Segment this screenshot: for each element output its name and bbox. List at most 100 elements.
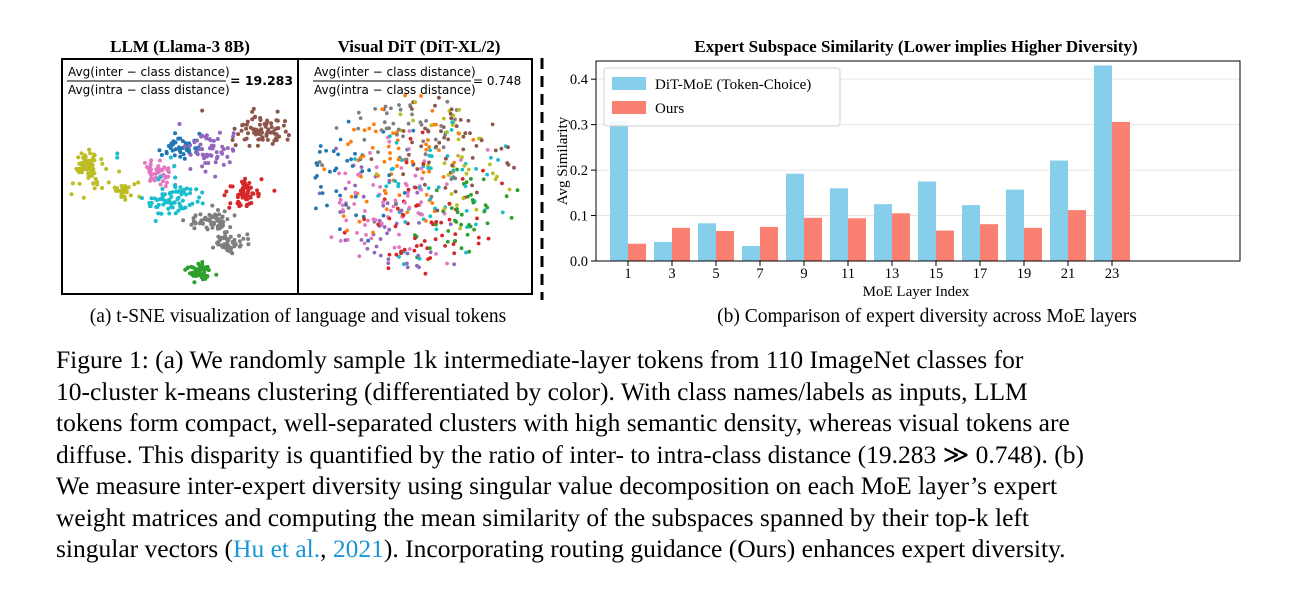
tsne-point bbox=[358, 156, 363, 160]
tsne-point bbox=[372, 122, 376, 127]
y-tick-label: 0.1 bbox=[570, 209, 588, 225]
tsne-point bbox=[462, 163, 467, 168]
tsne-point bbox=[418, 120, 423, 125]
tsne-point bbox=[325, 203, 329, 208]
tsne-point bbox=[216, 208, 220, 212]
tsne-point bbox=[115, 155, 120, 160]
x-tick-label: 11 bbox=[841, 266, 855, 282]
tsne-point bbox=[411, 118, 415, 123]
citation-year-link[interactable]: 2021 bbox=[332, 534, 384, 563]
tsne-point bbox=[140, 196, 144, 201]
tsne-point bbox=[402, 191, 407, 195]
tsne-point bbox=[178, 136, 183, 141]
tsne-point bbox=[395, 164, 399, 168]
tsne-point bbox=[265, 118, 270, 123]
tsne-point bbox=[249, 201, 254, 205]
tsne-point bbox=[272, 188, 277, 193]
tsne-point bbox=[363, 209, 367, 213]
tsne-point bbox=[230, 251, 235, 256]
tsne-point bbox=[451, 168, 456, 173]
tsne-point bbox=[353, 157, 357, 161]
tsne-point bbox=[334, 146, 338, 151]
tsne-point bbox=[353, 151, 357, 156]
tsne-point bbox=[470, 183, 474, 188]
tsne-point bbox=[434, 220, 439, 224]
tsne-point bbox=[376, 222, 381, 227]
tsne-point bbox=[397, 193, 402, 198]
tsne-point bbox=[191, 265, 196, 270]
tsne-point bbox=[218, 221, 222, 226]
citation-author-link[interactable]: Hu et al. bbox=[233, 534, 321, 563]
tsne-point bbox=[167, 211, 172, 216]
tsne-point bbox=[428, 214, 433, 219]
tsne-point bbox=[421, 162, 426, 166]
tsne-point bbox=[397, 232, 401, 237]
tsne-point bbox=[504, 194, 509, 199]
tsne-point bbox=[356, 172, 360, 177]
tsne-point bbox=[69, 192, 74, 197]
bar-dit-moe bbox=[918, 181, 936, 261]
tsne-point bbox=[244, 122, 249, 127]
tsne-point bbox=[382, 159, 387, 164]
x-tick-label: 9 bbox=[800, 266, 807, 282]
tsne-point bbox=[407, 205, 412, 210]
tsne-point bbox=[229, 246, 234, 250]
tsne-point bbox=[159, 153, 164, 157]
tsne-point bbox=[450, 120, 454, 125]
tsne-point bbox=[163, 175, 168, 180]
tsne-point bbox=[413, 100, 418, 105]
tsne-point bbox=[91, 157, 96, 162]
tsne-point bbox=[374, 172, 379, 177]
tsne-point bbox=[214, 272, 219, 277]
x-tick-label: 19 bbox=[1017, 266, 1032, 282]
tsne-point bbox=[283, 119, 287, 124]
caption-line-last: singular vectors (Hu et al., 2021). Inco… bbox=[56, 533, 1241, 565]
tsne-point bbox=[439, 220, 444, 225]
tsne-point bbox=[225, 154, 230, 159]
tsne-point bbox=[214, 156, 219, 161]
tsne-point bbox=[396, 157, 401, 162]
y-tick-label: 0.4 bbox=[570, 72, 589, 88]
tsne-point bbox=[452, 262, 456, 267]
tsne-point bbox=[476, 241, 481, 246]
tsne-point bbox=[314, 206, 318, 211]
tsne-point bbox=[95, 182, 100, 187]
tsne-point bbox=[203, 169, 208, 174]
tsne-point bbox=[214, 150, 219, 155]
tsne-point bbox=[468, 131, 472, 136]
tsne-point bbox=[385, 201, 390, 206]
tsne-point bbox=[384, 126, 389, 131]
figure-caption: Figure 1: (a) We randomly sample 1k inte… bbox=[56, 344, 1241, 565]
tsne-point bbox=[200, 262, 205, 267]
tsne-point bbox=[163, 184, 168, 189]
tsne-point bbox=[416, 253, 421, 258]
caption-line: weight matrices and computing the mean s… bbox=[56, 502, 1029, 532]
tsne-point bbox=[178, 185, 183, 190]
tsne-point bbox=[251, 106, 256, 111]
tsne-point bbox=[232, 213, 237, 218]
tsne-point bbox=[173, 185, 178, 190]
tsne-point bbox=[210, 203, 215, 208]
tsne-point bbox=[429, 194, 434, 199]
tsne-point bbox=[87, 147, 92, 152]
tsne-point bbox=[82, 156, 87, 161]
tsne-point bbox=[149, 167, 153, 172]
tsne-point bbox=[328, 169, 332, 174]
caption-text: singular vectors ( bbox=[56, 534, 234, 563]
tsne-point bbox=[391, 204, 396, 209]
tsne-point bbox=[189, 222, 194, 227]
tsne-point bbox=[148, 204, 152, 209]
tsne-point bbox=[424, 192, 429, 197]
tsne-point bbox=[429, 154, 434, 159]
tsne-point bbox=[382, 188, 387, 193]
tsne-point bbox=[164, 151, 169, 156]
tsne-point bbox=[384, 111, 389, 116]
tsne-point bbox=[217, 226, 222, 231]
tsne-point bbox=[242, 193, 247, 198]
tsne-point bbox=[443, 186, 448, 190]
tsne-point bbox=[337, 171, 341, 176]
tsne-point bbox=[458, 226, 462, 231]
tsne-point bbox=[318, 144, 323, 148]
panel-b-bar-chart: Expert Subspace Similarity (Lower implie… bbox=[555, 37, 1241, 327]
tsne-point bbox=[435, 208, 440, 213]
